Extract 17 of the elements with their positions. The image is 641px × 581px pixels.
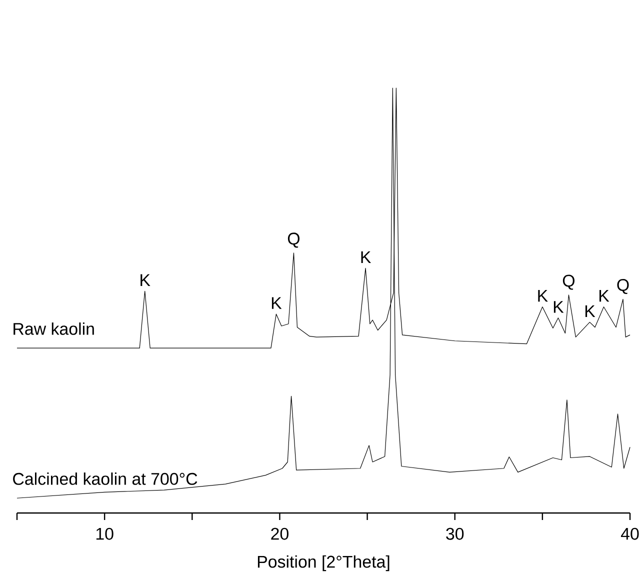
x-tick-label: 10 [96, 528, 114, 540]
annotation: Q [617, 278, 629, 294]
annotation: K [538, 290, 548, 302]
annotation: K [599, 290, 610, 302]
annotation: Q [288, 232, 300, 248]
series-label: Raw kaolin [14, 322, 94, 335]
annotation: Q [562, 274, 574, 290]
x-tick-label: 20 [271, 528, 288, 540]
annotation: K [554, 301, 564, 313]
annotation: K [361, 251, 371, 263]
annotation: K [140, 274, 150, 286]
x-tick-label: 40 [620, 528, 639, 540]
series-label: Calcined kaolin at 700°C [13, 472, 198, 485]
x-tick-label: 30 [446, 528, 464, 540]
annotation: K [272, 297, 282, 309]
x-axis-title: Position [2°Theta] [258, 555, 390, 572]
annotation: K [585, 305, 596, 317]
